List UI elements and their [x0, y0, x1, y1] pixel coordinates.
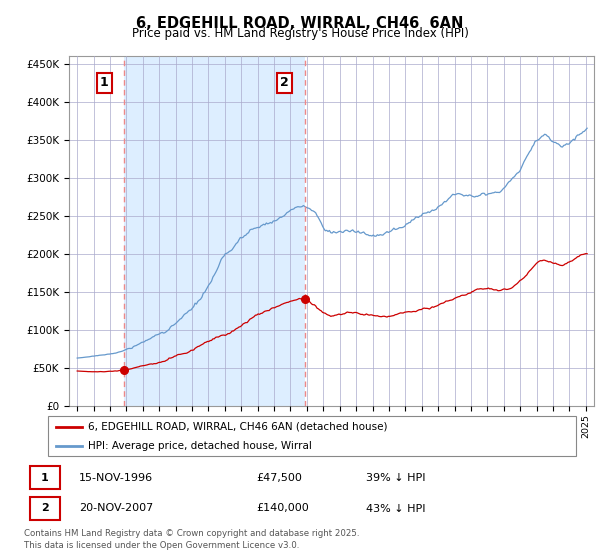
Text: 6, EDGEHILL ROAD, WIRRAL, CH46  6AN: 6, EDGEHILL ROAD, WIRRAL, CH46 6AN — [136, 16, 464, 31]
FancyBboxPatch shape — [29, 466, 60, 489]
Text: HPI: Average price, detached house, Wirral: HPI: Average price, detached house, Wirr… — [88, 441, 311, 450]
Text: 20-NOV-2007: 20-NOV-2007 — [79, 503, 154, 514]
Text: 39% ↓ HPI: 39% ↓ HPI — [366, 473, 426, 483]
Text: Price paid vs. HM Land Registry's House Price Index (HPI): Price paid vs. HM Land Registry's House … — [131, 27, 469, 40]
Text: 1: 1 — [100, 76, 109, 90]
Text: 2: 2 — [41, 503, 49, 514]
Text: 2: 2 — [280, 76, 289, 90]
Text: 15-NOV-1996: 15-NOV-1996 — [79, 473, 154, 483]
Bar — [124, 56, 305, 406]
Text: Contains HM Land Registry data © Crown copyright and database right 2025.
This d: Contains HM Land Registry data © Crown c… — [24, 529, 359, 550]
Text: £140,000: £140,000 — [256, 503, 308, 514]
Text: 6, EDGEHILL ROAD, WIRRAL, CH46 6AN (detached house): 6, EDGEHILL ROAD, WIRRAL, CH46 6AN (deta… — [88, 422, 387, 432]
FancyBboxPatch shape — [48, 416, 576, 456]
Text: 1: 1 — [41, 473, 49, 483]
Text: £47,500: £47,500 — [256, 473, 302, 483]
Text: 43% ↓ HPI: 43% ↓ HPI — [366, 503, 426, 514]
FancyBboxPatch shape — [29, 497, 60, 520]
